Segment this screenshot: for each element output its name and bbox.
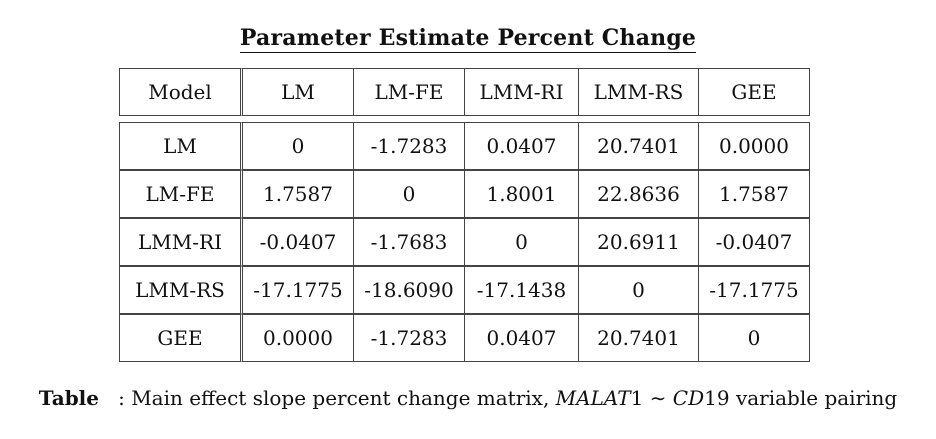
table-cell: 20.7401 bbox=[579, 314, 699, 362]
row-label-cell: LM bbox=[119, 122, 243, 170]
caption-var-a: MALAT bbox=[555, 386, 631, 410]
percent-change-matrix: Model LM LM-FE LMM-RI LMM-RS GEE LM 0 -1… bbox=[119, 68, 810, 364]
table-cell: -0.0407 bbox=[243, 218, 354, 266]
row-label-cell: GEE bbox=[119, 314, 243, 362]
table-cell: -0.0407 bbox=[699, 218, 810, 266]
caption-var-b: CD bbox=[672, 386, 705, 410]
table-title: Parameter Estimate Percent Change bbox=[0, 25, 936, 53]
row-label-cell: LMM-RI bbox=[119, 218, 243, 266]
caption-text-after: variable pairing bbox=[735, 386, 898, 410]
table-cell: 0.0407 bbox=[465, 122, 579, 170]
caption-var-b-num: 19 bbox=[704, 386, 730, 410]
caption-tilde: ∼ bbox=[649, 386, 667, 410]
table-row: GEE 0.0000 -1.7283 0.0407 20.7401 0 bbox=[119, 314, 810, 362]
caption-label: Table bbox=[38, 386, 99, 410]
table-cell: 0.0000 bbox=[699, 122, 810, 170]
table-cell: 0 bbox=[579, 266, 699, 314]
table-cell: 20.6911 bbox=[579, 218, 699, 266]
table-cell: 0 bbox=[699, 314, 810, 362]
table-cell: -1.7283 bbox=[354, 122, 465, 170]
table-cell: 22.8636 bbox=[579, 170, 699, 218]
table-row: LMM-RI -0.0407 -1.7683 0 20.6911 -0.0407 bbox=[119, 218, 810, 266]
table-cell: 0.0000 bbox=[243, 314, 354, 362]
row-label-cell: LMM-RS bbox=[119, 266, 243, 314]
table-cell: -18.6090 bbox=[354, 266, 465, 314]
header-cell: LM-FE bbox=[354, 68, 465, 116]
row-label-cell: LM-FE bbox=[119, 170, 243, 218]
header-cell: LM bbox=[243, 68, 354, 116]
table-row: LMM-RS -17.1775 -18.6090 -17.1438 0 -17.… bbox=[119, 266, 810, 314]
caption-var-a-num: 1 bbox=[630, 386, 644, 410]
table-cell: 0.0407 bbox=[465, 314, 579, 362]
table-cell: -17.1775 bbox=[243, 266, 354, 314]
table-cell: 0 bbox=[465, 218, 579, 266]
header-row: Model LM LM-FE LMM-RI LMM-RS GEE bbox=[119, 68, 810, 116]
table-cell: -17.1438 bbox=[465, 266, 579, 314]
table-cell: 0 bbox=[354, 170, 465, 218]
caption-separator: : bbox=[118, 386, 125, 410]
table-cell: -17.1775 bbox=[699, 266, 810, 314]
header-cell: LMM-RS bbox=[579, 68, 699, 116]
table-cell: 1.7587 bbox=[699, 170, 810, 218]
table-row: LM 0 -1.7283 0.0407 20.7401 0.0000 bbox=[119, 122, 810, 170]
table-cell: -1.7283 bbox=[354, 314, 465, 362]
table-cell: -1.7683 bbox=[354, 218, 465, 266]
table-row: LM-FE 1.7587 0 1.8001 22.8636 1.7587 bbox=[119, 170, 810, 218]
header-cell: GEE bbox=[699, 68, 810, 116]
table-cell: 0 bbox=[243, 122, 354, 170]
header-cell: LMM-RI bbox=[465, 68, 579, 116]
table-cell: 1.8001 bbox=[465, 170, 579, 218]
table-title-text: Parameter Estimate Percent Change bbox=[239, 25, 697, 53]
table-caption: Table : Main effect slope percent change… bbox=[0, 386, 936, 410]
table-cell: 20.7401 bbox=[579, 122, 699, 170]
header-cell: Model bbox=[119, 68, 243, 116]
table-cell: 1.7587 bbox=[243, 170, 354, 218]
caption-text-before: Main effect slope percent change matrix, bbox=[131, 386, 550, 410]
